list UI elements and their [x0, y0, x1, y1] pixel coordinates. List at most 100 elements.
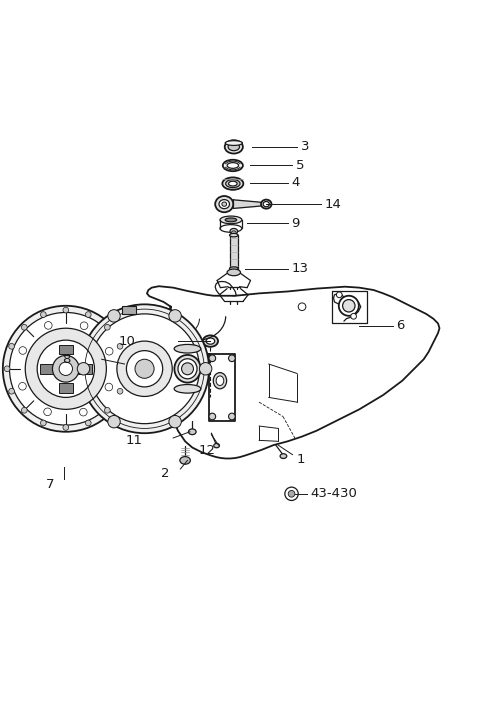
Bar — [78, 364, 92, 373]
Circle shape — [135, 359, 154, 379]
Bar — [59, 345, 73, 355]
Circle shape — [169, 309, 181, 322]
Ellipse shape — [219, 199, 229, 209]
Text: 1: 1 — [296, 453, 305, 466]
Ellipse shape — [229, 234, 238, 237]
Text: 3: 3 — [301, 141, 310, 154]
Ellipse shape — [343, 300, 355, 312]
Ellipse shape — [174, 344, 201, 353]
Circle shape — [108, 309, 120, 322]
Bar — [174, 349, 201, 389]
Circle shape — [9, 388, 14, 394]
Circle shape — [209, 414, 216, 420]
Text: 9: 9 — [291, 217, 300, 230]
Ellipse shape — [174, 355, 201, 383]
Circle shape — [117, 388, 123, 394]
Ellipse shape — [227, 162, 239, 168]
Circle shape — [117, 344, 123, 349]
Ellipse shape — [180, 456, 191, 464]
Circle shape — [9, 344, 14, 349]
Ellipse shape — [189, 429, 196, 435]
Circle shape — [19, 382, 26, 390]
Ellipse shape — [227, 269, 240, 276]
Circle shape — [22, 325, 27, 330]
Ellipse shape — [213, 373, 227, 389]
Ellipse shape — [226, 180, 240, 188]
Text: 5: 5 — [296, 159, 305, 172]
Circle shape — [117, 341, 172, 397]
Bar — [121, 306, 136, 314]
Circle shape — [45, 322, 52, 329]
Circle shape — [228, 355, 235, 362]
Ellipse shape — [174, 384, 201, 393]
Ellipse shape — [216, 376, 224, 385]
Ellipse shape — [339, 296, 359, 316]
Text: 8: 8 — [62, 353, 71, 365]
Ellipse shape — [214, 443, 219, 448]
Circle shape — [77, 363, 90, 375]
Text: 4: 4 — [291, 176, 300, 189]
Bar — [39, 364, 54, 373]
Circle shape — [40, 420, 46, 426]
Ellipse shape — [220, 216, 242, 223]
Circle shape — [85, 312, 91, 317]
Text: 11: 11 — [125, 434, 142, 447]
Ellipse shape — [220, 225, 242, 232]
Circle shape — [105, 408, 110, 414]
Circle shape — [105, 325, 110, 330]
Circle shape — [199, 363, 212, 375]
Circle shape — [80, 322, 88, 330]
Ellipse shape — [215, 196, 233, 213]
Text: 2: 2 — [161, 467, 169, 480]
Circle shape — [40, 312, 46, 317]
Bar — [229, 235, 238, 269]
Text: 12: 12 — [198, 444, 215, 457]
Circle shape — [351, 314, 357, 319]
Ellipse shape — [228, 143, 240, 151]
Ellipse shape — [231, 231, 236, 234]
Text: 43-430: 43-430 — [311, 487, 358, 500]
Circle shape — [4, 366, 10, 371]
Circle shape — [85, 420, 91, 426]
Circle shape — [52, 355, 79, 382]
Circle shape — [209, 355, 216, 362]
Circle shape — [3, 306, 129, 432]
Circle shape — [44, 408, 51, 416]
Ellipse shape — [222, 178, 243, 190]
Text: 7: 7 — [46, 478, 54, 491]
Circle shape — [90, 314, 199, 424]
Ellipse shape — [225, 141, 243, 154]
Ellipse shape — [223, 159, 243, 171]
Text: 13: 13 — [291, 262, 309, 275]
Text: 10: 10 — [118, 335, 135, 347]
Ellipse shape — [225, 218, 237, 222]
Circle shape — [80, 304, 209, 433]
Circle shape — [63, 307, 69, 313]
Text: 14: 14 — [325, 197, 342, 210]
Ellipse shape — [261, 199, 272, 209]
Circle shape — [126, 351, 163, 387]
Circle shape — [298, 303, 306, 311]
Circle shape — [63, 424, 69, 430]
Ellipse shape — [181, 363, 193, 375]
Circle shape — [10, 312, 122, 425]
Circle shape — [285, 487, 298, 500]
Circle shape — [19, 347, 26, 355]
Circle shape — [105, 383, 113, 391]
Ellipse shape — [229, 267, 238, 270]
Circle shape — [121, 366, 127, 371]
Ellipse shape — [230, 229, 238, 234]
Circle shape — [228, 414, 235, 420]
Ellipse shape — [203, 336, 218, 347]
Circle shape — [59, 362, 72, 376]
Circle shape — [25, 328, 107, 409]
Circle shape — [169, 416, 181, 428]
Text: 6: 6 — [396, 320, 405, 332]
Polygon shape — [233, 199, 265, 208]
Ellipse shape — [228, 181, 237, 186]
Ellipse shape — [280, 454, 287, 459]
Ellipse shape — [222, 202, 227, 206]
Bar — [59, 383, 73, 392]
Ellipse shape — [206, 338, 215, 344]
Circle shape — [336, 292, 342, 298]
